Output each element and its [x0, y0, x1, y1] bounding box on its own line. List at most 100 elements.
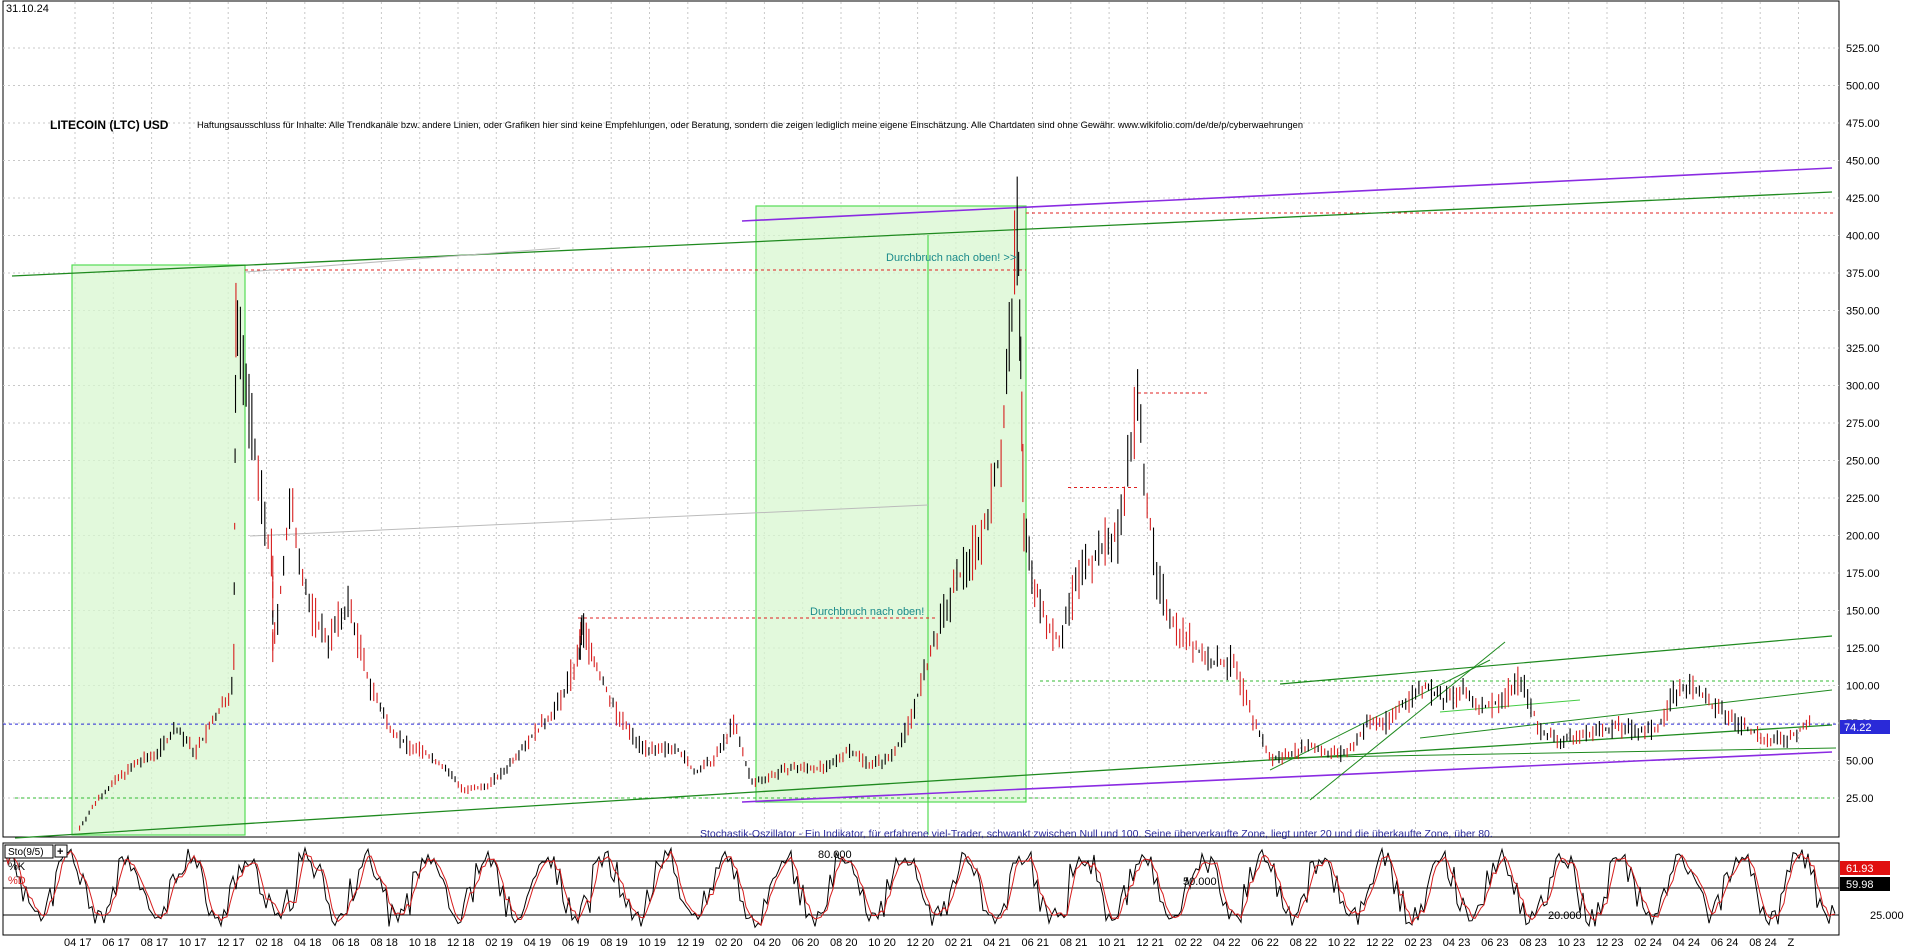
oscillator-level-label: 25.000	[1870, 910, 1904, 922]
oscillator-level-label: 50.000	[1183, 876, 1217, 888]
price-candles	[79, 176, 1811, 831]
x-tick-label: 10 19	[639, 937, 667, 948]
oscillator-labels: 80.000 50.000 25.000 20.000	[818, 849, 1904, 922]
faint-line	[249, 504, 929, 537]
price-axis: 25.0050.0075.00100.00125.00150.00175.002…	[1846, 43, 1880, 805]
mid-channel-green	[1279, 635, 1833, 685]
x-tick-label: 02 18	[256, 937, 284, 948]
x-tick-label: 10 23	[1558, 937, 1586, 948]
x-tick-label: 08 18	[370, 937, 398, 948]
x-tick-label: 06 19	[562, 937, 590, 948]
y-tick-label: 50.00	[1846, 756, 1874, 768]
x-tick-label: 08 23	[1519, 937, 1547, 948]
x-tick-label: 12 19	[677, 937, 705, 948]
y-tick-label: 400.00	[1846, 231, 1880, 243]
x-tick-label: 02 24	[1634, 937, 1662, 948]
k-line	[4, 846, 1836, 929]
x-tick-label: 02 19	[485, 937, 513, 948]
x-tick-label: 08 20	[830, 937, 858, 948]
x-tick-label: 10 17	[179, 937, 207, 948]
chart-title: LITECOIN (LTC) USD	[50, 118, 169, 132]
y-tick-label: 475.00	[1846, 118, 1880, 130]
x-tick-label: 04 23	[1443, 937, 1471, 948]
x-tick-label: 08 17	[141, 937, 169, 948]
oscillator-title: Sto(9/5)	[8, 847, 44, 858]
x-tick-label: 04 22	[1213, 937, 1241, 948]
oscillator-title-box[interactable]	[4, 844, 54, 859]
disclaimer-text: Haftungsausschluss für Inhalte: Alle Tre…	[197, 120, 1303, 130]
x-tick-label: 02 21	[945, 937, 973, 948]
x-tick-label: 04 19	[524, 937, 552, 948]
x-tick-label: 06 22	[1251, 937, 1279, 948]
y-tick-label: 125.00	[1846, 643, 1880, 655]
upper-channel-purple	[741, 167, 1833, 222]
x-tick-label: 10 18	[409, 937, 437, 948]
y-tick-label: 300.00	[1846, 381, 1880, 393]
y-tick-label: 200.00	[1846, 531, 1880, 543]
x-tick-label: 12 22	[1366, 937, 1394, 948]
y-tick-label: 525.00	[1846, 43, 1880, 55]
d-value: 59.98	[1846, 879, 1874, 891]
y-tick-label: 225.00	[1846, 493, 1880, 505]
y-tick-label: 425.00	[1846, 193, 1880, 205]
y-tick-label: 325.00	[1846, 343, 1880, 355]
reference-levels	[3, 212, 1839, 799]
x-tick-label: 10 20	[868, 937, 896, 948]
y-tick-label: 450.00	[1846, 156, 1880, 168]
y-tick-label: 350.00	[1846, 306, 1880, 318]
highlight-zones	[71, 205, 1027, 836]
x-tick-label: 02 23	[1405, 937, 1433, 948]
x-tick-label: Z	[1788, 937, 1795, 948]
x-tick-label: 06 18	[332, 937, 360, 948]
plus-icon: +	[57, 846, 63, 858]
oscillator-expand-button[interactable]	[54, 844, 68, 858]
x-tick-label: 04 21	[983, 937, 1011, 948]
x-tick-label: 10 21	[1098, 937, 1126, 948]
x-tick-label: 12 20	[907, 937, 935, 948]
lower-channel-purple	[741, 751, 1833, 803]
d-value-badge	[1840, 877, 1890, 891]
x-tick-label: 06 24	[1711, 937, 1739, 948]
x-tick-label: 12 18	[447, 937, 475, 948]
time-axis: 04 17 06 17 08 17 10 17 12 17 02 18 04 18 06 18…	[64, 937, 1795, 948]
x-tick-label: 12 17	[217, 937, 245, 948]
y-tick-label: 175.00	[1846, 568, 1880, 580]
upper-channel-green	[11, 191, 1833, 277]
x-tick-label: 08 21	[1060, 937, 1088, 948]
breakout-label-2: Durchbruch nach oben!	[810, 606, 924, 618]
breakout-label-1: Durchbruch nach oben! >>	[886, 252, 1016, 264]
x-tick-label: 04 17	[64, 937, 92, 948]
x-tick-label: 06 20	[792, 937, 820, 948]
y-tick-label: 250.00	[1846, 456, 1880, 468]
x-tick-label: 02 20	[715, 937, 743, 948]
x-tick-label: 02 22	[1175, 937, 1203, 948]
oscillator-level-label: 20.000	[1548, 910, 1582, 922]
highlight-zone	[755, 205, 1027, 803]
x-tick-label: 04 24	[1673, 937, 1701, 948]
support-line-green	[1419, 689, 1833, 739]
x-tick-label: 08 24	[1749, 937, 1777, 948]
x-tick-label: 06 21	[1022, 937, 1050, 948]
x-tick-label: 12 23	[1596, 937, 1624, 948]
y-tick-label: 25.00	[1846, 793, 1874, 805]
lower-channel-green	[14, 724, 1833, 839]
x-tick-label: 04 18	[294, 937, 322, 948]
x-tick-label: 06 23	[1481, 937, 1509, 948]
last-price-value: 74.22	[1844, 722, 1872, 734]
y-tick-label: 150.00	[1846, 606, 1880, 618]
y-tick-label: 375.00	[1846, 268, 1880, 280]
y-tick-label: 500.00	[1846, 81, 1880, 93]
y-tick-label: 275.00	[1846, 418, 1880, 430]
trend-channels	[11, 167, 1837, 839]
x-tick-label: 04 20	[753, 937, 781, 948]
rising-line-green-2	[1269, 659, 1491, 771]
highlight-zone	[71, 264, 246, 836]
oscillator-note: Stochastik-Oszillator - Ein Indikator, f…	[700, 828, 1493, 840]
k-value: 61.93	[1846, 863, 1874, 875]
faint-line	[244, 247, 561, 273]
d-line	[4, 850, 1836, 927]
last-price-badge	[1840, 720, 1890, 734]
x-tick-label: 08 22	[1290, 937, 1318, 948]
x-tick-label: 06 17	[102, 937, 130, 948]
